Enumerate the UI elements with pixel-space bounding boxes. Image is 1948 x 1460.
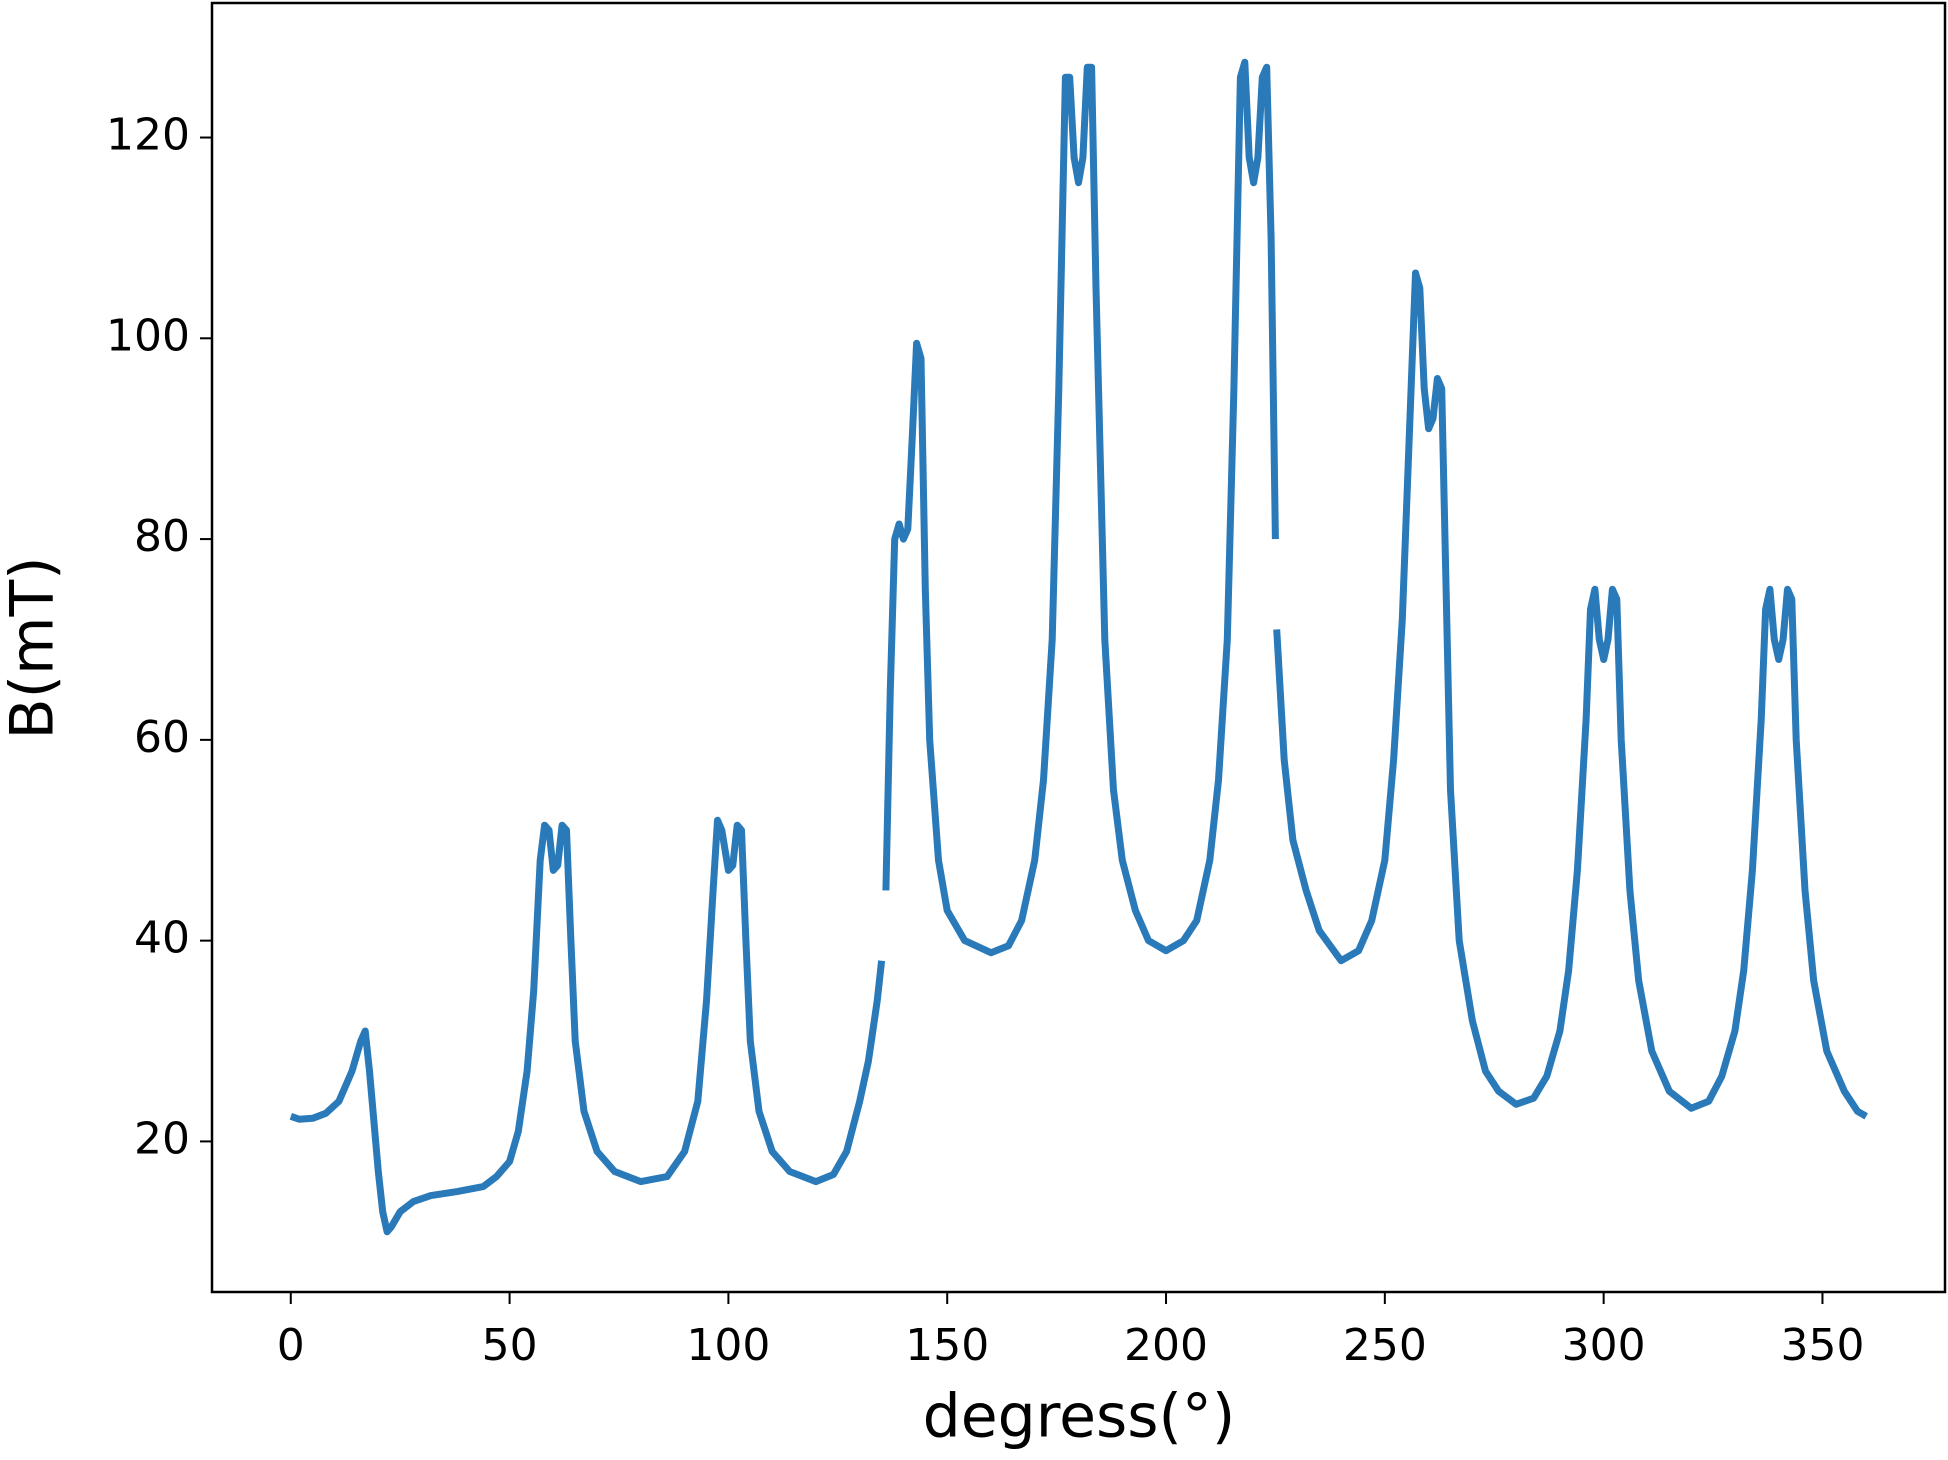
y-axis-label: B(mT) (0, 556, 68, 739)
x-axis-label: degress(°) (923, 1382, 1236, 1452)
plot-frame (210, 1, 1947, 1294)
x-tick-label: 200 (1124, 1320, 1208, 1371)
y-tick-label: 40 (134, 913, 190, 964)
x-tick-label: 300 (1562, 1320, 1646, 1371)
y-tick-label: 20 (134, 1113, 190, 1164)
data-line (289, 58, 1868, 1236)
x-tick-label: 350 (1780, 1320, 1864, 1371)
y-tick-label: 60 (134, 712, 190, 763)
y-tick-label: 100 (106, 310, 190, 361)
x-tick-label: 100 (686, 1320, 770, 1371)
y-tick-label: 80 (134, 511, 190, 562)
x-tick-label: 250 (1343, 1320, 1427, 1371)
x-tick-label: 50 (482, 1320, 538, 1371)
y-tick-label: 120 (106, 110, 190, 161)
x-tick-label: 150 (905, 1320, 989, 1371)
x-tick-label: 0 (277, 1320, 305, 1371)
